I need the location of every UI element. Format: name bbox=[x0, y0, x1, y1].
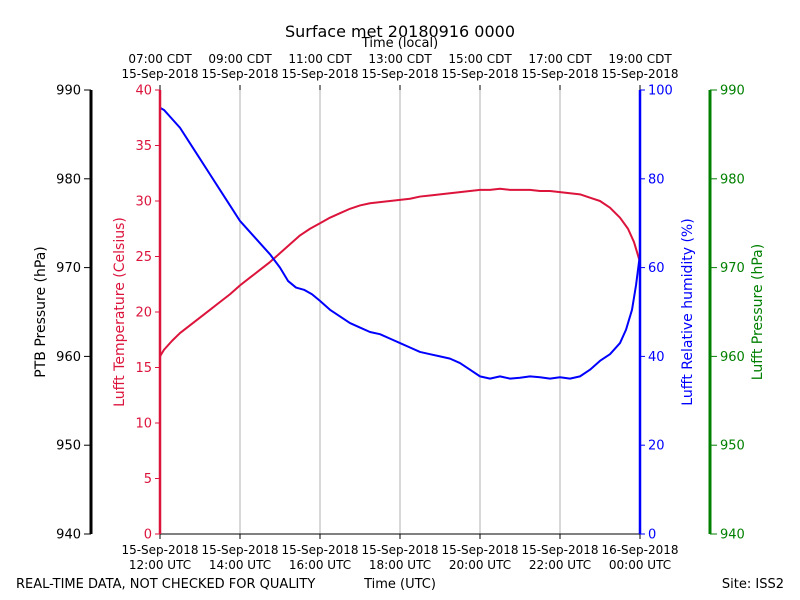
temperature-tick-label: 40 bbox=[135, 84, 152, 99]
x-tick-label-top-date: 15-Sep-2018 bbox=[601, 67, 678, 81]
ptb-pressure-tick-label: 970 bbox=[56, 261, 81, 276]
x-tick-label-bottom-time: 12:00 UTC bbox=[129, 558, 191, 572]
humidity-axis-title: Lufft Relative humidity (%) bbox=[680, 218, 696, 405]
x-tick-label-top-time: 13:00 CDT bbox=[368, 52, 432, 66]
humidity-tick-label: 0 bbox=[648, 528, 656, 543]
x-tick-label-bottom-time: 14:00 UTC bbox=[209, 558, 271, 572]
humidity-tick-label: 20 bbox=[648, 439, 665, 454]
ptb-pressure-axis-title: PTB Pressure (hPa) bbox=[33, 246, 49, 377]
lufft-pressure-axis-title: Lufft Pressure (hPa) bbox=[750, 244, 766, 380]
ptb-pressure-tick-label: 990 bbox=[56, 84, 81, 99]
series-layer bbox=[159, 106, 641, 380]
x-tick-label-top-date: 15-Sep-2018 bbox=[201, 67, 278, 81]
temperature-tick-label: 25 bbox=[135, 250, 152, 265]
x-tick-label-top-date: 15-Sep-2018 bbox=[521, 67, 598, 81]
top-axis-label: Time (local) bbox=[361, 36, 438, 51]
temperature-tick-label: 20 bbox=[135, 306, 152, 321]
chart-title: Surface met 20180916 0000 bbox=[285, 22, 515, 41]
x-tick-label-top-date: 15-Sep-2018 bbox=[121, 67, 198, 81]
x-tick-label-bottom-time: 18:00 UTC bbox=[369, 558, 431, 572]
vertical-gridlines bbox=[239, 90, 561, 534]
x-tick-label-bottom-date: 15-Sep-2018 bbox=[201, 543, 278, 557]
x-tick-label-bottom-time: 20:00 UTC bbox=[449, 558, 511, 572]
ptb-pressure-tick-label: 940 bbox=[56, 528, 81, 543]
ptb-pressure-tick-label: 980 bbox=[56, 172, 81, 187]
quality-warning: REAL-TIME DATA, NOT CHECKED FOR QUALITY bbox=[16, 577, 315, 592]
site-label: Site: ISS2 bbox=[722, 577, 784, 592]
x-tick-label-bottom-date: 15-Sep-2018 bbox=[441, 543, 518, 557]
humidity-tick-label: 40 bbox=[648, 350, 665, 365]
humidity-tick-label: 80 bbox=[648, 172, 665, 187]
x-tick-label-bottom-date: 15-Sep-2018 bbox=[521, 543, 598, 557]
humidity-tick-label: 60 bbox=[648, 261, 665, 276]
humidity-tick-label: 100 bbox=[648, 84, 673, 99]
x-tick-label-top-date: 15-Sep-2018 bbox=[281, 67, 358, 81]
x-tick-label-top-date: 15-Sep-2018 bbox=[361, 67, 438, 81]
x-tick-label-top-time: 07:00 CDT bbox=[128, 52, 192, 66]
lufft-pressure-tick-label: 970 bbox=[720, 261, 745, 276]
temperature-tick-label: 10 bbox=[135, 417, 152, 432]
x-tick-label-bottom-date: 16-Sep-2018 bbox=[601, 543, 678, 557]
x-tick-label-bottom-date: 15-Sep-2018 bbox=[281, 543, 358, 557]
bottom-axis-label: Time (UTC) bbox=[363, 577, 436, 592]
x-tick-label-top-time: 19:00 CDT bbox=[608, 52, 672, 66]
lufft-pressure-tick-label: 940 bbox=[720, 528, 745, 543]
x-tick-label-bottom-time: 00:00 UTC bbox=[609, 558, 671, 572]
temperature-axis-title: Lufft Temperature (Celsius) bbox=[112, 217, 128, 407]
temperature-tick-label: 35 bbox=[135, 139, 152, 154]
x-tick-label-bottom-time: 16:00 UTC bbox=[289, 558, 351, 572]
lufft-pressure-tick-label: 980 bbox=[720, 172, 745, 187]
x-tick-label-top-time: 15:00 CDT bbox=[448, 52, 512, 66]
x-tick-label-top-date: 15-Sep-2018 bbox=[441, 67, 518, 81]
lufft-temperature-series-line bbox=[159, 187, 641, 357]
lufft-pressure-tick-label: 950 bbox=[720, 439, 745, 454]
lufft-relative-humidity-series-line bbox=[159, 106, 641, 380]
temperature-tick-label: 30 bbox=[135, 195, 152, 210]
lufft-pressure-tick-label: 960 bbox=[720, 350, 745, 365]
ptb-pressure-tick-label: 950 bbox=[56, 439, 81, 454]
x-tick-label-bottom-time: 22:00 UTC bbox=[529, 558, 591, 572]
x-tick-label-top-time: 09:00 CDT bbox=[208, 52, 272, 66]
x-tick-label-top-time: 11:00 CDT bbox=[288, 52, 352, 66]
lufft-pressure-tick-label: 990 bbox=[720, 84, 745, 99]
temperature-tick-label: 5 bbox=[144, 472, 152, 487]
x-tick-label-bottom-date: 15-Sep-2018 bbox=[361, 543, 438, 557]
x-tick-label-top-time: 17:00 CDT bbox=[528, 52, 592, 66]
temperature-tick-label: 15 bbox=[135, 361, 152, 376]
x-tick-label-bottom-date: 15-Sep-2018 bbox=[121, 543, 198, 557]
temperature-tick-label: 0 bbox=[144, 528, 152, 543]
ptb-pressure-tick-label: 960 bbox=[56, 350, 81, 365]
